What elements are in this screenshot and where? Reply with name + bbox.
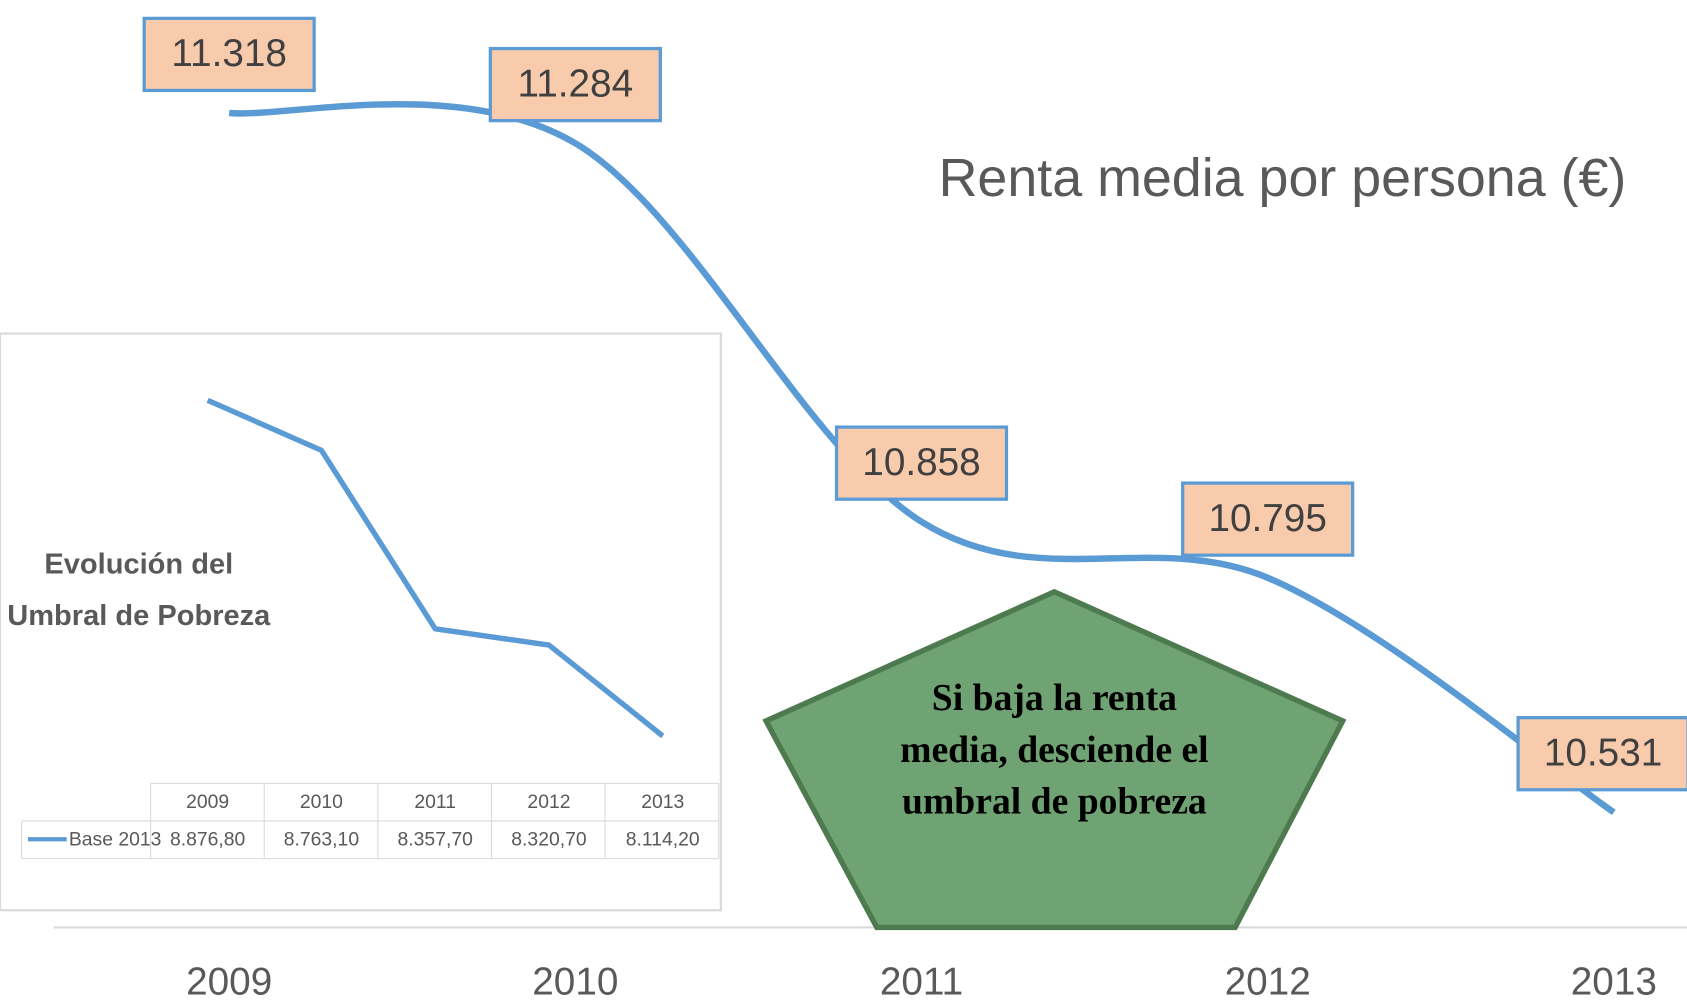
table-value: 8.320,70: [511, 828, 587, 850]
data-label: 10.858: [862, 441, 980, 484]
table-header: 2013: [641, 791, 684, 813]
table-value: 8.876,80: [170, 828, 246, 850]
data-label: 10.531: [1544, 732, 1662, 775]
table-header: 2012: [527, 791, 570, 813]
table-header: 2009: [186, 791, 229, 813]
data-label-box: [142, 16, 316, 93]
data-label-box: [488, 46, 662, 123]
annotation: Si baja la renta media, desciende el umb…: [900, 676, 1209, 823]
inset-title: Evolución del Umbral de Pobreza: [7, 547, 271, 632]
inset-frame: [0, 332, 722, 912]
x-tick-label: 2010: [532, 961, 618, 1004]
table-value: 8.763,10: [284, 828, 360, 850]
data-label: 10.795: [1208, 497, 1326, 540]
data-label: 11.284: [518, 62, 634, 105]
line: [228, 101, 1616, 816]
pentagon: [762, 588, 1347, 931]
data-label-box: [1181, 481, 1355, 557]
annotation-box: Si baja la renta media, desciende el umb…: [900, 676, 1209, 823]
legend-label: Base 2013: [69, 828, 162, 850]
x-tick-label: 2012: [1225, 961, 1311, 1004]
title-box: Renta media por persona (€): [938, 147, 1627, 208]
data-label: 11.318: [171, 32, 287, 75]
main-chart: 2009 2010 2011 2012 2013 11.318 11.284 10.858 10…: [142, 16, 1687, 1004]
x-tick-label: 2011: [880, 961, 963, 1004]
inset-title-box: Evolución del Umbral de Pobreza: [7, 547, 271, 632]
inset-chart: Base 2013 8.876,80 8.763,10 8.357,70 8.320,7…: [20, 397, 720, 860]
line: [206, 397, 665, 739]
table-header: 2010: [300, 791, 343, 813]
table-value: 8.114,20: [626, 828, 700, 850]
data-label-box: [834, 425, 1009, 501]
table-header: 2011: [414, 791, 456, 813]
chart-title: Renta media por persona (€): [938, 147, 1627, 208]
x-tick-label: 2009: [186, 961, 272, 1004]
table-value: 8.357,70: [398, 828, 474, 850]
x-tick-label: 2013: [1571, 961, 1657, 1004]
data-label-box: [1516, 716, 1687, 792]
